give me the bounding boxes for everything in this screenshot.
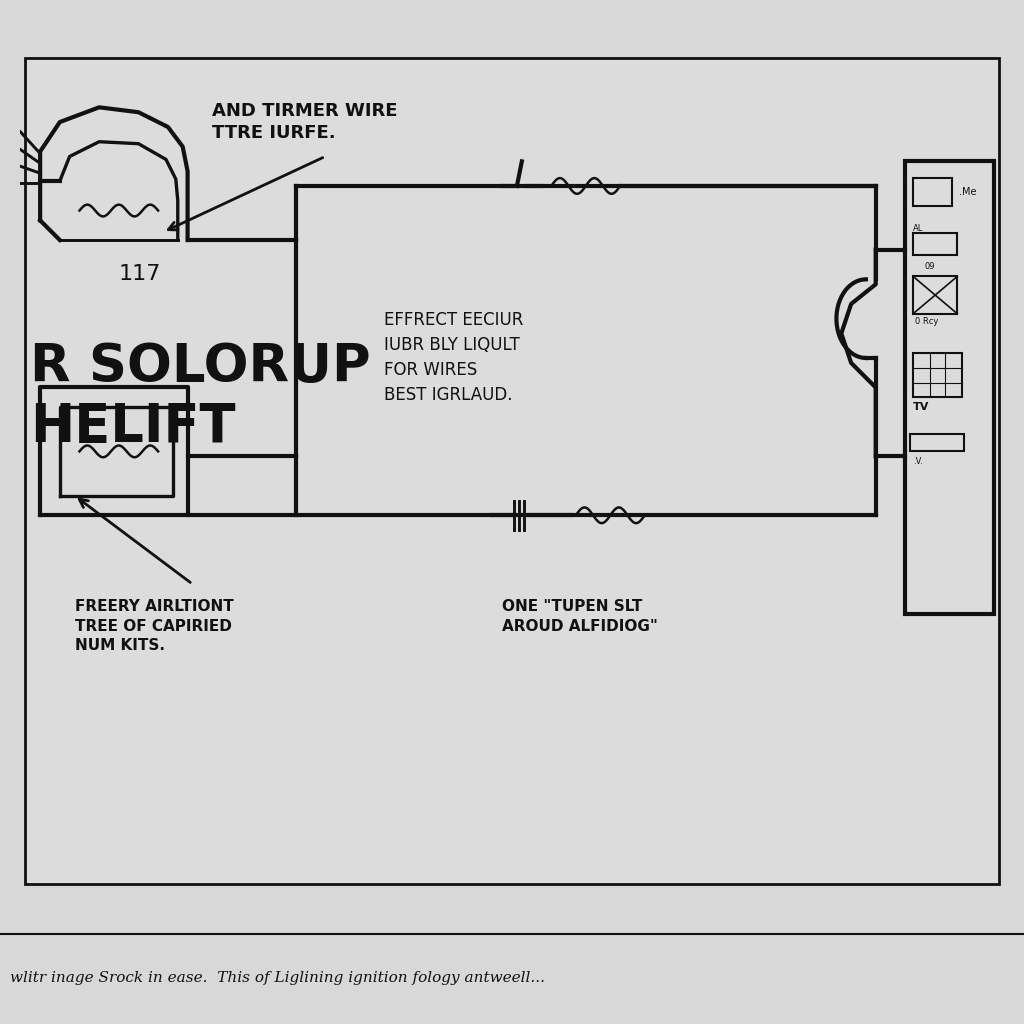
Bar [913, 276, 957, 313]
Text: ONE "TUPEN SLT
AROUD ALFIDIOG": ONE "TUPEN SLT AROUD ALFIDIOG" [502, 599, 658, 634]
Text: .Me: .Me [959, 186, 977, 197]
Text: TV: TV [913, 402, 930, 412]
Text: 09: 09 [925, 262, 935, 271]
Text: FREERY AIRLTIONT
TREE OF CAPIRIED
NUM KITS.: FREERY AIRLTIONT TREE OF CAPIRIED NUM KI… [75, 599, 233, 653]
Bar [910, 434, 965, 452]
Text: .V.: .V. [913, 457, 923, 466]
Text: AL: AL [913, 223, 924, 232]
Text: EFFRЕСТ EECIUR
IUBR BLY LIQULT
FOR WIRES
BEST IGRLAUD.: EFFRЕСТ EECIUR IUBR BLY LIQULT FOR WIRES… [384, 311, 523, 404]
Bar [905, 162, 993, 613]
Text: AND TIRMER WIRE
TTRE IURFE.: AND TIRMER WIRE TTRE IURFE. [212, 101, 397, 141]
Text: 0 Rcy: 0 Rcy [915, 317, 938, 326]
Text: R SOLORUP
HELIFT: R SOLORUP HELIFT [31, 341, 371, 454]
Text: wlitr inage Srock in ease.  This of Liglining ignition fology antweell...: wlitr inage Srock in ease. This of Ligli… [10, 971, 545, 985]
Bar [913, 233, 957, 255]
Bar [913, 178, 952, 206]
Text: 117: 117 [119, 264, 161, 285]
Bar [913, 353, 963, 397]
